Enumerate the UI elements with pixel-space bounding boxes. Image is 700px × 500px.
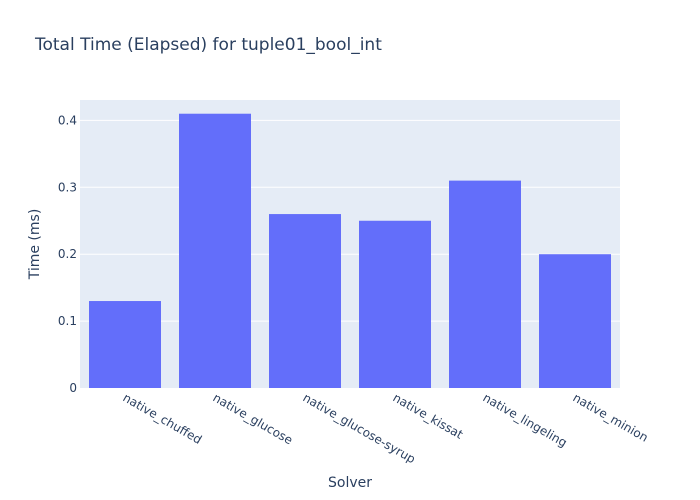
y-tick-label: 0.3 [58,180,77,194]
y-tick-label: 0.1 [58,314,77,328]
y-tick-label: 0.2 [58,247,77,261]
y-tick-label: 0 [69,381,77,395]
y-tick-label: 0.4 [58,113,77,127]
bar-native_chuffed [89,301,161,388]
x-tick-label: native_lingeling [481,390,570,449]
chart-title: Total Time (Elapsed) for tuple01_bool_in… [34,35,382,55]
x-tick-label: native_kissat [391,390,466,441]
x-tick-label: native_chuffed [121,390,205,446]
y-axis-title: Time (ms) [27,209,43,281]
gridlines [80,119,620,322]
bars [89,113,611,388]
bar-native_glucose [179,113,251,388]
bar-native_glucose-syrup [269,214,341,388]
plot-area [80,100,620,388]
bar-native_lingeling [449,180,521,388]
x-tick-label: native_minion [571,390,651,444]
y-axis-ticks: 0 0.1 0.2 0.3 0.4 [58,113,77,395]
x-tick-label: native_glucose [211,390,296,447]
x-axis-title: Solver [328,475,372,491]
bar-native_kissat [359,220,431,388]
bar-native_minion [539,254,611,388]
x-axis-ticks: native_chuffed native_glucose native_gluco… [121,390,651,466]
